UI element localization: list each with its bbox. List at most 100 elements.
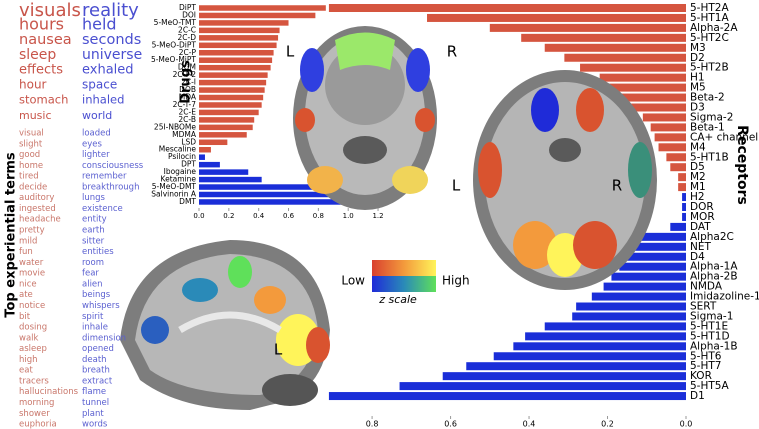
hemisphere-label: L bbox=[274, 341, 283, 359]
category-label: DOR bbox=[690, 201, 714, 213]
bar bbox=[199, 72, 268, 78]
terms-title: Top experiential terms bbox=[4, 152, 19, 318]
bar bbox=[623, 252, 686, 261]
category-label: Psilocin bbox=[168, 152, 196, 161]
term-blue: breath bbox=[82, 366, 110, 376]
term-blue: universe bbox=[82, 47, 142, 63]
bar bbox=[615, 93, 686, 102]
term-red: hallucinations bbox=[19, 387, 79, 397]
term-red: dosing bbox=[19, 323, 47, 333]
bar bbox=[328, 392, 686, 401]
bar bbox=[199, 117, 255, 123]
overlay: visualshoursnauseasleepeffectshourstomac… bbox=[19, 0, 759, 429]
bar bbox=[399, 382, 686, 391]
term-red: headache bbox=[19, 215, 61, 225]
chart-title: Receptors bbox=[734, 125, 750, 205]
bar bbox=[199, 64, 271, 71]
category-label: Alpha-1B bbox=[690, 340, 738, 352]
term-blue: spirit bbox=[82, 312, 104, 322]
term-red: home bbox=[19, 161, 43, 171]
term-blue: loaded bbox=[82, 129, 111, 139]
category-label: 5-HT6 bbox=[690, 350, 722, 362]
term-red: water bbox=[19, 258, 44, 268]
category-label: Sigma-1 bbox=[690, 310, 733, 322]
category-label: Alpha-1A bbox=[690, 261, 738, 273]
term-blue: entity bbox=[82, 215, 107, 225]
bar bbox=[525, 332, 686, 341]
term-blue: exhaled bbox=[82, 63, 134, 78]
term-red: walk bbox=[19, 333, 39, 343]
term-blue: dimension bbox=[82, 333, 126, 343]
term-blue: world bbox=[82, 109, 112, 122]
term-red: ingested bbox=[19, 204, 56, 214]
term-red: asleep bbox=[19, 344, 47, 354]
category-label: SERT bbox=[690, 301, 717, 313]
bar bbox=[670, 163, 686, 172]
bar bbox=[199, 132, 247, 138]
term-red: mild bbox=[19, 236, 37, 246]
bar bbox=[199, 87, 265, 93]
category-label: 25I-NBOMe bbox=[154, 122, 196, 131]
bar bbox=[199, 50, 274, 56]
category-label: KOR bbox=[690, 370, 712, 382]
term-blue: lighter bbox=[82, 150, 110, 160]
term-blue: fear bbox=[82, 269, 99, 279]
bar bbox=[682, 203, 686, 211]
term-red: fun bbox=[19, 247, 33, 257]
bar bbox=[199, 27, 280, 34]
term-red: high bbox=[19, 355, 38, 365]
bar bbox=[642, 113, 686, 122]
category-label: MOR bbox=[690, 211, 715, 223]
brain-sagittal bbox=[120, 240, 330, 410]
term-blue: breakthrough bbox=[82, 182, 139, 192]
bar bbox=[513, 342, 686, 351]
bar bbox=[199, 176, 262, 183]
bar bbox=[603, 282, 686, 291]
bar bbox=[603, 83, 686, 92]
bar bbox=[442, 372, 686, 381]
category-label: 5-HT1A bbox=[690, 12, 729, 24]
colorbar-high: High bbox=[442, 274, 470, 288]
bar bbox=[544, 322, 686, 331]
bar bbox=[199, 102, 262, 108]
category-label: Mescaline bbox=[159, 145, 197, 154]
brain-coronal bbox=[293, 26, 437, 210]
term-blue: sitter bbox=[82, 236, 105, 246]
hemisphere-label: L bbox=[286, 43, 295, 61]
category-label: DPT bbox=[181, 160, 196, 169]
category-label: M4 bbox=[690, 141, 706, 153]
category-label: 5-HT1E bbox=[690, 320, 728, 332]
term-blue: held bbox=[82, 15, 117, 34]
category-label: D3 bbox=[690, 102, 705, 114]
term-red: visual bbox=[19, 129, 44, 139]
term-red: music bbox=[19, 109, 52, 122]
category-label: Ibogaine bbox=[164, 167, 197, 176]
x-tick-label: 1.0 bbox=[343, 212, 354, 220]
bar bbox=[564, 53, 686, 62]
bar bbox=[199, 191, 368, 198]
category-label: D2 bbox=[690, 52, 705, 64]
bar bbox=[572, 312, 686, 321]
bar bbox=[199, 35, 279, 41]
term-red: shower bbox=[19, 409, 50, 419]
category-label: 2C-I bbox=[181, 78, 196, 87]
category-label: 5-MeO-TMT bbox=[154, 18, 197, 27]
brain-axial bbox=[473, 70, 657, 290]
colorbar-label: z scale bbox=[378, 293, 417, 306]
category-label: DiPT bbox=[179, 3, 196, 12]
category-label: 2C-D bbox=[178, 33, 197, 42]
category-label: 5-HT7 bbox=[690, 360, 721, 372]
bar bbox=[466, 362, 686, 371]
category-label: DOM bbox=[178, 63, 196, 72]
hemisphere-label: L bbox=[452, 177, 461, 195]
x-tick-label: 0.2 bbox=[223, 212, 234, 220]
term-red: movie bbox=[19, 269, 45, 279]
category-label: D4 bbox=[690, 251, 705, 263]
category-label: Beta-2 bbox=[690, 92, 725, 104]
term-red: slight bbox=[19, 139, 43, 149]
term-red: decide bbox=[19, 182, 47, 192]
category-label: 2C-B bbox=[178, 115, 196, 124]
x-tick-label: 0.8 bbox=[366, 420, 379, 429]
x-tick-label: 0.4 bbox=[253, 212, 265, 220]
bar bbox=[199, 5, 326, 11]
